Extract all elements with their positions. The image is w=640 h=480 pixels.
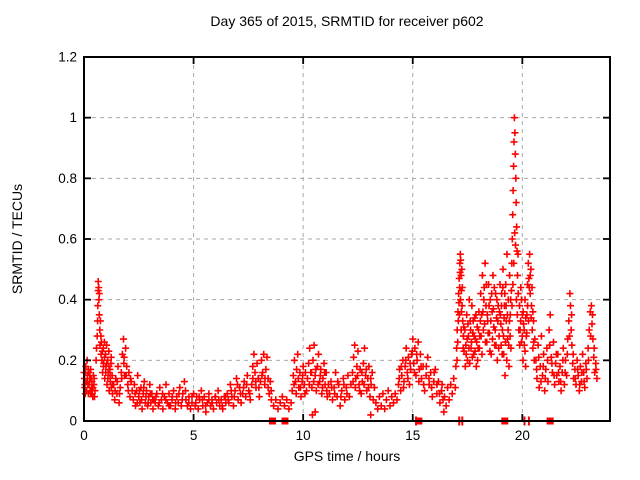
x-tick-label: 0	[80, 428, 88, 443]
plot-border	[83, 56, 611, 422]
y-tick-label: 0.6	[58, 232, 77, 247]
grid-layer	[84, 57, 610, 421]
y-axis-label: SRMTID / TECUs	[9, 184, 25, 294]
x-tick-label: 15	[405, 428, 420, 443]
tick-label-layer: 0 5 10 15 20 0 0.2 0.4 0.6 0.8 1 1.2	[58, 50, 530, 444]
x-tick-label: 10	[296, 428, 311, 443]
chart-title: Day 365 of 2015, SRMTID for receiver p60…	[210, 13, 483, 29]
x-tick-label: 5	[190, 428, 198, 443]
y-tick-label: 0.8	[58, 171, 77, 186]
y-tick-label: 1.2	[58, 50, 77, 65]
x-axis-label: GPS time / hours	[294, 448, 401, 464]
y-tick-label: 0	[69, 414, 77, 429]
x-tick-label: 20	[515, 428, 530, 443]
plot-frame	[83, 56, 611, 422]
y-tick-label: 0.4	[58, 292, 77, 307]
y-tick-label: 0.2	[58, 353, 77, 368]
y-tick-label: 1	[69, 110, 77, 125]
